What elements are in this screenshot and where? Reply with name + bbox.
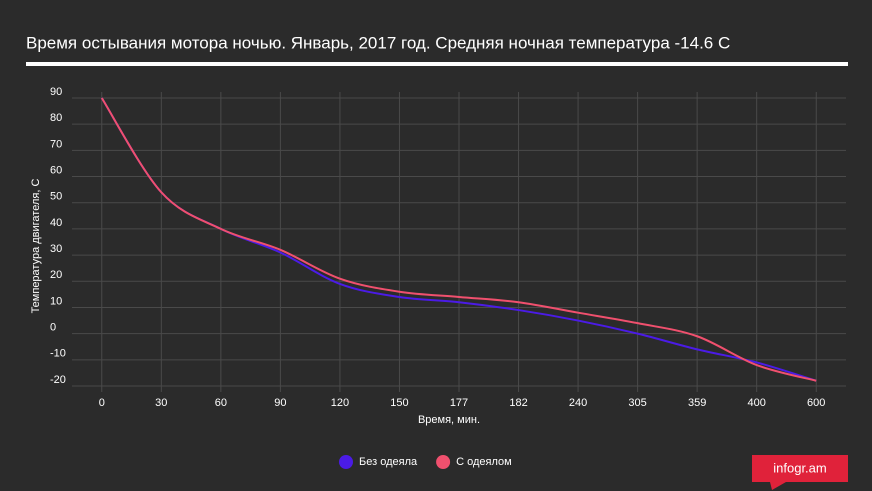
y-tick-label: 0 bbox=[50, 322, 56, 334]
x-tick-label: 600 bbox=[807, 397, 825, 409]
x-tick-label: 177 bbox=[450, 397, 468, 409]
x-tick-label: 182 bbox=[509, 397, 527, 409]
y-tick-label: -20 bbox=[50, 374, 66, 386]
legend-label: Без одеяла bbox=[359, 456, 418, 468]
y-tick-label: 20 bbox=[50, 269, 62, 281]
y-tick-label: 90 bbox=[50, 86, 62, 98]
badge-tail bbox=[770, 482, 786, 490]
y-tick-label: 80 bbox=[50, 112, 62, 124]
y-tick-label: 10 bbox=[50, 295, 62, 307]
legend-label: С одеялом bbox=[456, 456, 512, 468]
x-tick-label: 305 bbox=[628, 397, 646, 409]
x-tick-label: 120 bbox=[331, 397, 349, 409]
badge-bg bbox=[752, 455, 848, 482]
x-tick-label: 90 bbox=[274, 397, 286, 409]
badge[interactable]: infogr.am bbox=[752, 455, 848, 490]
chart-title: Время остывания мотора ночью. Январь, 20… bbox=[26, 33, 730, 52]
x-tick-label: 60 bbox=[215, 397, 227, 409]
series-line bbox=[100, 97, 817, 382]
y-tick-label: -10 bbox=[50, 348, 66, 360]
x-tick-label: 30 bbox=[155, 397, 167, 409]
x-tick-label: 400 bbox=[748, 397, 766, 409]
y-axis-label: Температура двигателя, С bbox=[30, 179, 42, 314]
x-axis-label: Время, мин. bbox=[418, 414, 480, 426]
y-tick-label: 70 bbox=[50, 138, 62, 150]
x-tick-label: 0 bbox=[99, 397, 105, 409]
y-tick-label: 40 bbox=[50, 217, 62, 229]
legend-marker bbox=[436, 455, 451, 469]
title-underline bbox=[26, 62, 848, 66]
y-tick-label: 60 bbox=[50, 164, 62, 176]
x-tick-label: 359 bbox=[688, 397, 706, 409]
y-tick-label: 30 bbox=[50, 243, 62, 255]
badge-text: infogr.am bbox=[773, 460, 826, 475]
legend-marker bbox=[339, 455, 353, 469]
x-tick-label: 150 bbox=[390, 397, 408, 409]
x-tick-label: 240 bbox=[569, 397, 587, 409]
y-tick-label: 50 bbox=[50, 191, 62, 203]
